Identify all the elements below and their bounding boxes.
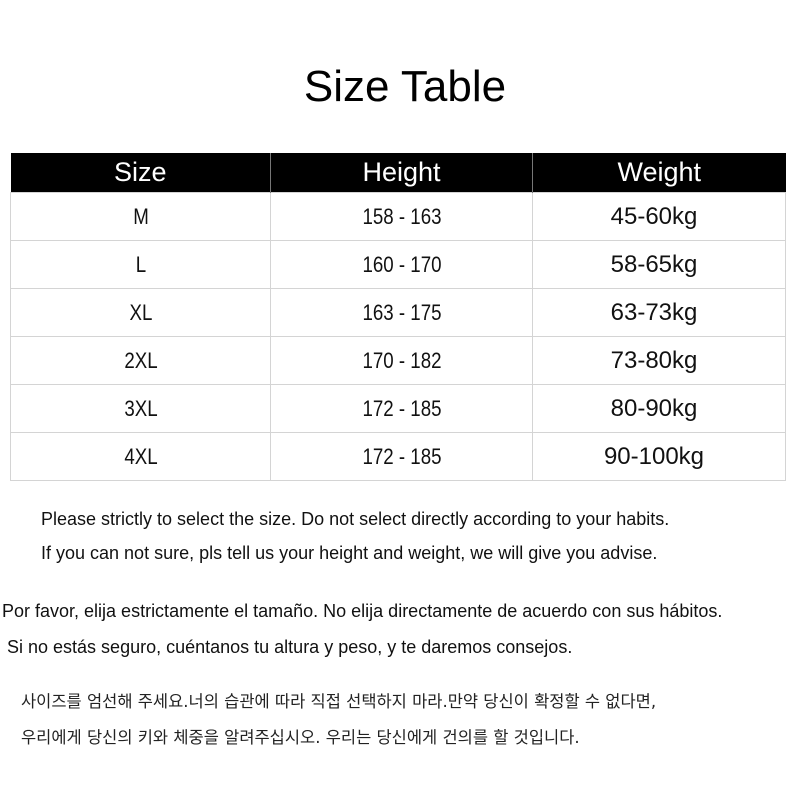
size-cell: XL (29, 288, 252, 337)
table-header-row: Size Height Weight (10, 153, 786, 193)
size-cell: L (29, 240, 252, 289)
note-english-2: If you can not sure, pls tell us your he… (41, 543, 658, 563)
size-cell: 3XL (29, 384, 252, 433)
size-cell: 4XL (29, 432, 252, 481)
header-weight: Weight (532, 153, 786, 193)
size-table: Size Height Weight M 158 - 163 45-60kg L 160… (10, 153, 786, 481)
height-cell: 163 - 175 (289, 288, 514, 337)
height-cell: 170 - 182 (289, 336, 514, 385)
weight-cell: 45-60kg (532, 192, 786, 241)
weight-cell: 58-65kg (532, 240, 786, 289)
size-cell: 2XL (29, 336, 252, 385)
note-korean-2: 우리에게 당신의 키와 체중을 알려주십시오. 우리는 당신에게 건의를 할 것… (21, 728, 580, 747)
table-row: M 158 - 163 45-60kg (11, 192, 786, 241)
size-cell: M (29, 192, 252, 241)
table-row: XL 163 - 175 63-73kg (11, 288, 786, 337)
page-title: Size Table (303, 62, 507, 111)
height-cell: 172 - 185 (289, 432, 514, 481)
table-row: L 160 - 170 58-65kg (11, 240, 786, 289)
weight-cell: 90-100kg (532, 432, 786, 481)
note-spanish-2: Si no estás seguro, cuéntanos tu altura … (7, 637, 573, 657)
height-cell: 172 - 185 (289, 384, 514, 433)
table-row: 4XL 172 - 185 90-100kg (11, 432, 786, 481)
header-height: Height (270, 153, 533, 193)
note-english-1: Please strictly to select the size. Do n… (41, 509, 670, 529)
table-row: 2XL 170 - 182 73-80kg (11, 336, 786, 385)
height-cell: 158 - 163 (289, 192, 514, 241)
weight-cell: 73-80kg (532, 336, 786, 385)
note-korean-1: 사이즈를 엄선해 주세요.너의 습관에 따라 직접 선택하지 마라.만약 당신이… (21, 692, 657, 711)
height-cell: 160 - 170 (289, 240, 514, 289)
weight-cell: 63-73kg (532, 288, 786, 337)
note-spanish-1: Por favor, elija estrictamente el tamaño… (2, 601, 723, 621)
weight-cell: 80-90kg (532, 384, 786, 433)
table-row: 3XL 172 - 185 80-90kg (11, 384, 786, 433)
header-size: Size (10, 153, 271, 193)
